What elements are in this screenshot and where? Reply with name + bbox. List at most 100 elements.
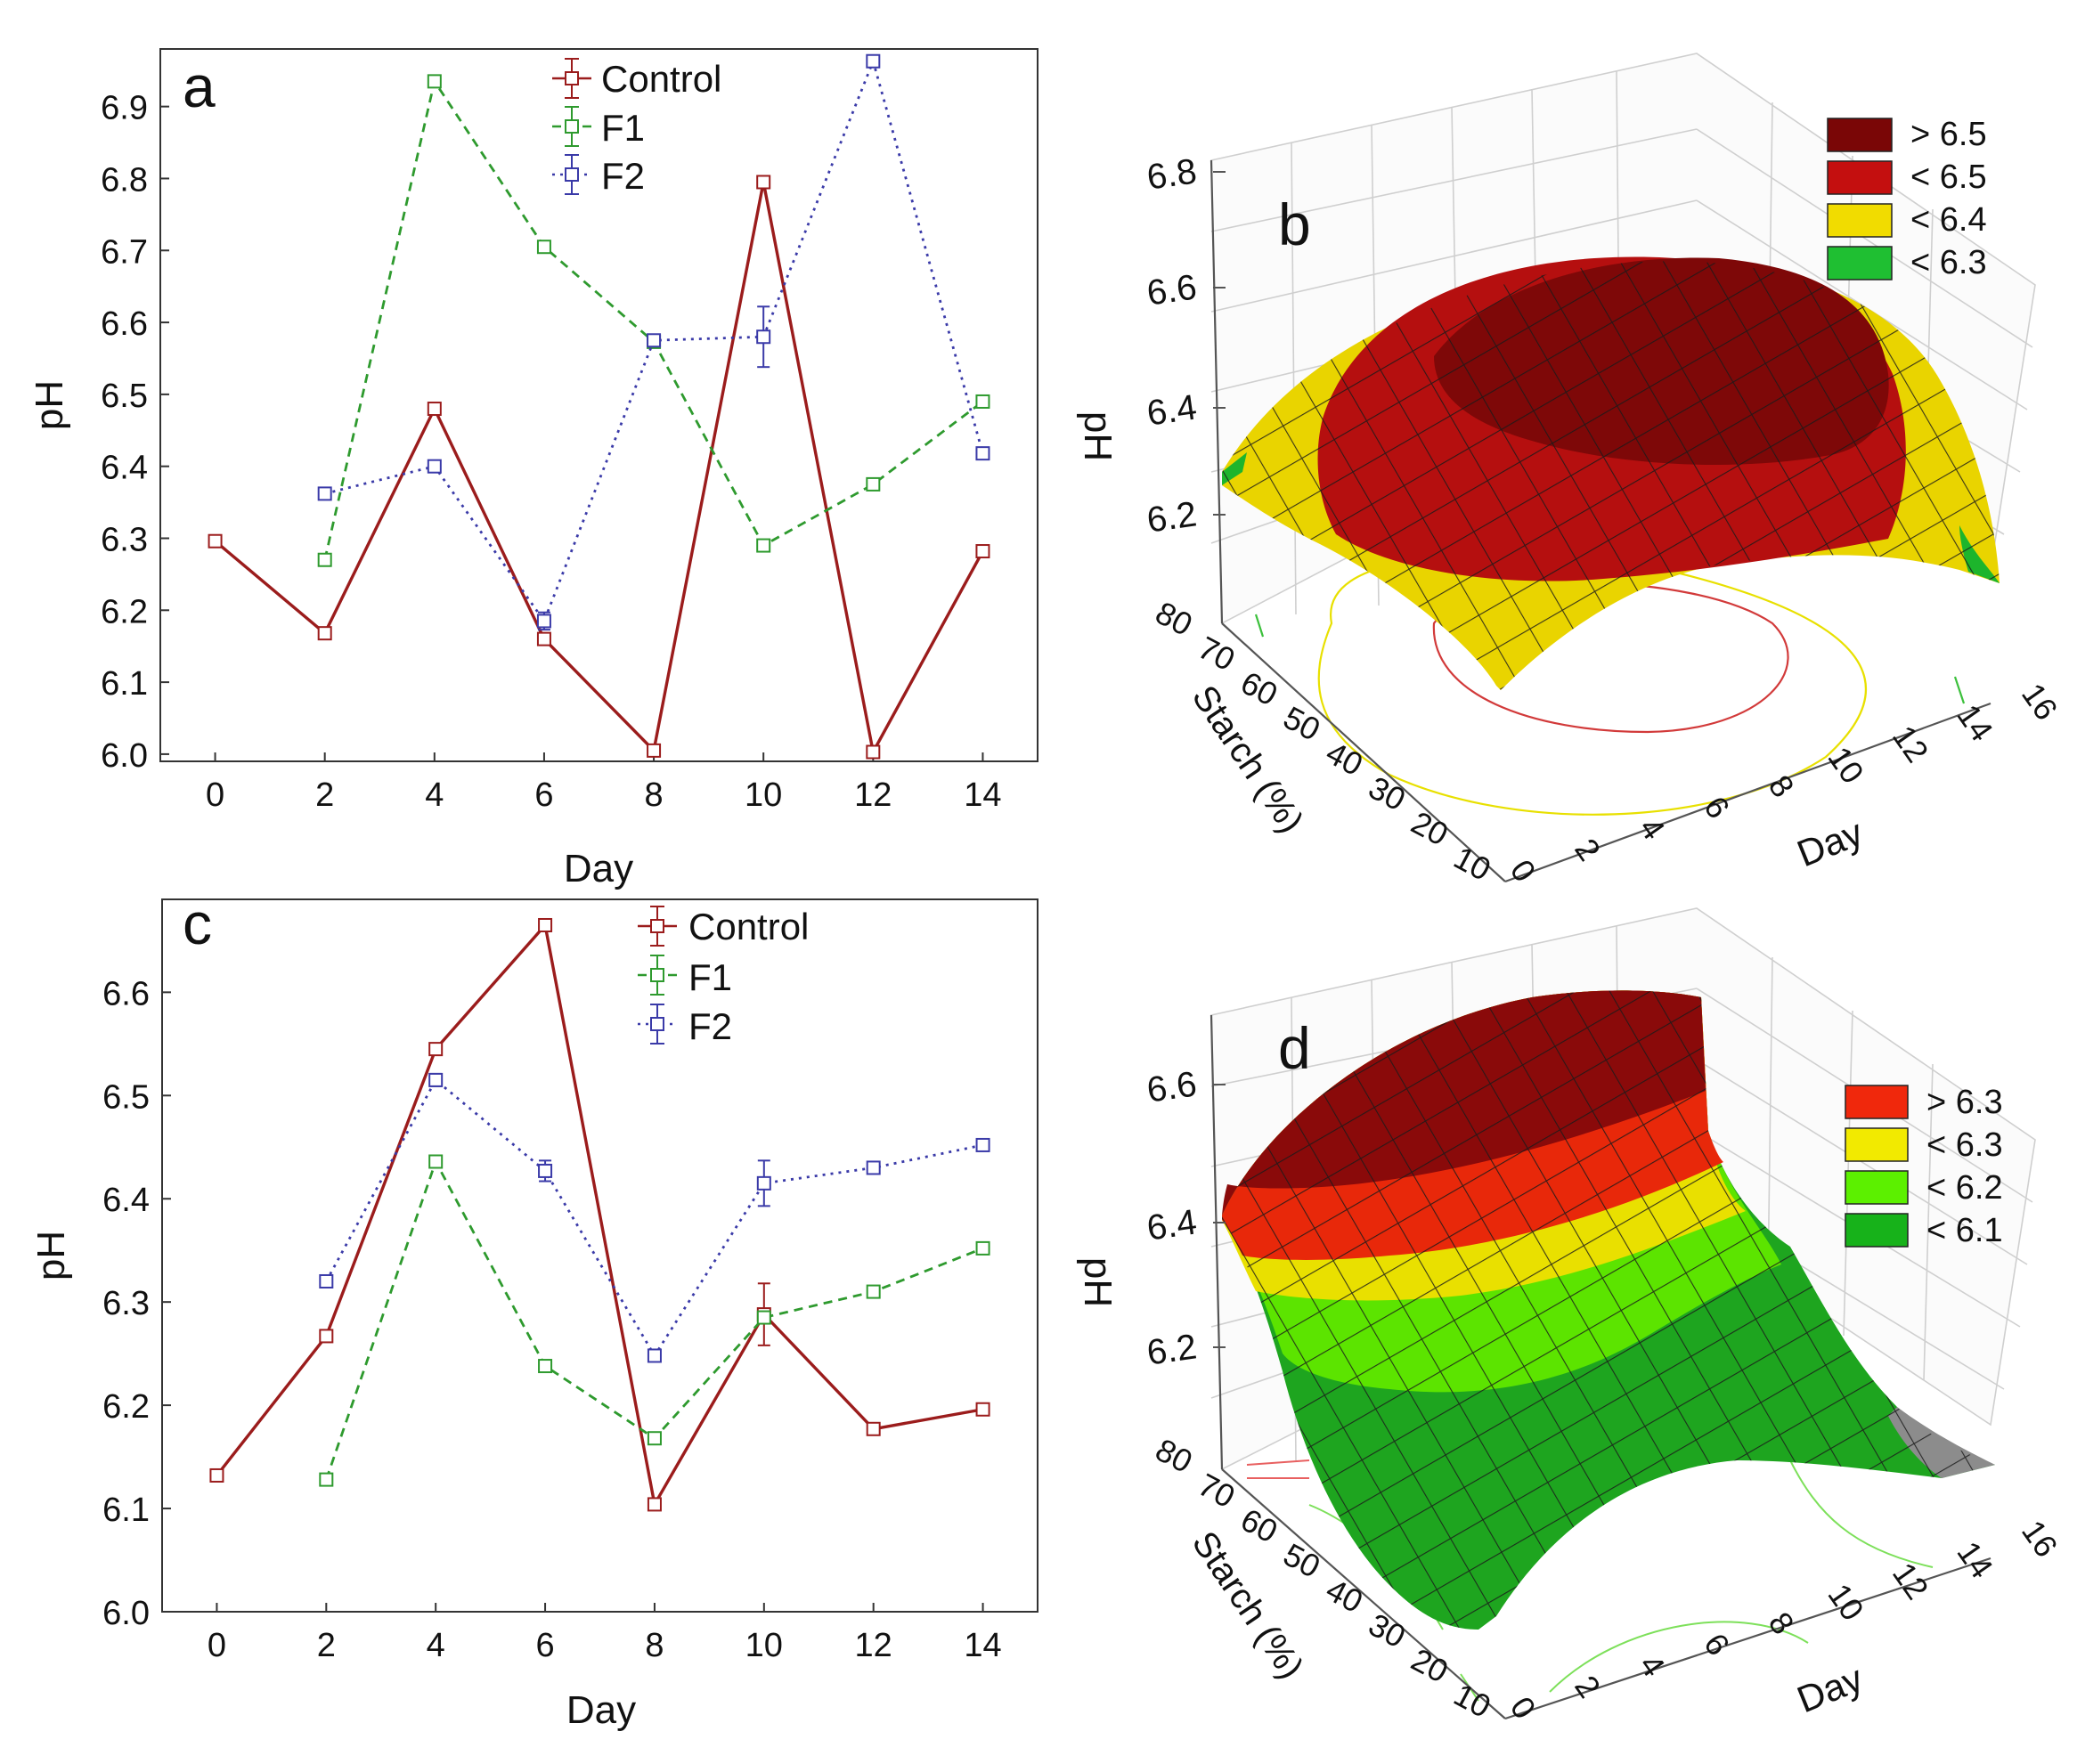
legend-label-lt-6-2: < 6.2 [1926,1169,2003,1207]
panel-c-frame [161,898,1038,1613]
data-point-f1 [536,240,551,255]
y-tick-label: 20 [1405,1641,1454,1690]
data-point-control [208,533,223,549]
y-tick-label: 6.3 [102,1285,150,1322]
legend-marker-f2 [565,167,579,182]
data-point-f2 [975,1137,990,1152]
x-tick-label: 16 [2015,1514,2065,1564]
z-tick-label: 6.8 [1144,151,1199,197]
y-tick-label: 6.7 [101,233,148,271]
x-tick-label: 2 [315,776,334,814]
panel-b-axes [1210,159,1991,883]
y-tick-label: 6.3 [101,521,148,558]
series-line-f1 [323,77,984,561]
z-tick-label: 6.2 [1144,1327,1199,1372]
x-tick-label: 6 [1697,1627,1737,1662]
y-tick-label: 6.6 [102,975,150,1012]
x-tick-label: 4 [1633,810,1673,846]
y-tick-label: 40 [1320,1571,1369,1620]
y-tick-label: 6.2 [102,1388,150,1426]
legend-swatch-lt-6-3 [1827,246,1893,280]
data-point-control [866,1421,881,1436]
data-point-f1 [427,74,442,89]
y-tick-label: 6.8 [101,161,148,199]
panel-b-zlabel: pH [1076,411,1120,461]
data-point-control [319,1329,334,1344]
panel-b-legend: > 6.5 < 6.5 < 6.4 < 6.3 [1827,116,1987,281]
data-point-f2 [536,614,551,629]
data-point-f1 [647,1431,662,1446]
z-tick-label: 6.4 [1144,1202,1199,1248]
panel-a: 6.0 6.1 6.2 6.3 6.4 6.5 6.6 6.7 6.8 6.9 0 2 4 6 8 10 12 1… [28,48,1038,890]
data-point-f2 [975,446,990,461]
x-tick-label: 6 [534,776,553,814]
data-point-f1 [866,1284,881,1299]
legend-marker-f2 [650,1017,664,1031]
data-point-f2 [427,459,442,474]
panel-b-xlabel: Day [1791,811,1869,875]
series-line-f2 [325,1077,983,1359]
panel-a-legend: Control F1 F2 [552,58,721,197]
panel-d-contour-lightgreen [1549,1459,1934,1693]
y-tick-label: 60 [1235,664,1284,713]
y-tick-label: 6.0 [102,1595,150,1632]
data-point-f2 [866,53,881,69]
data-point-control [209,1467,224,1483]
panel-d-contour-red [1246,1459,1310,1479]
panel-c-letter: c [183,890,212,956]
legend-label-control: Control [601,58,721,100]
y-tick-label: 6.5 [101,378,148,415]
data-point-control [756,175,771,190]
y-tick-label: 10 [1448,1676,1497,1725]
panel-d-axes [1210,1014,1991,1720]
data-point-f1 [319,1472,334,1487]
legend-label-f2: F2 [688,1005,732,1047]
data-point-control [538,917,553,932]
x-tick-label: 6 [535,1627,554,1664]
data-point-f2 [319,1273,334,1288]
data-point-f2 [647,333,662,348]
y-tick-label: 70 [1193,629,1242,678]
x-tick-label: 8 [644,776,663,814]
panel-c-xlabel: Day [566,1688,636,1732]
x-tick-label: 2 [317,1627,336,1664]
legend-label-gt-6-3: > 6.3 [1926,1084,2003,1121]
z-tick-label: 6.4 [1144,387,1199,433]
legend-swatch-gt-6-3 [1845,1085,1909,1119]
legend-swatch-lt-6-3 [1845,1127,1909,1162]
data-point-control [317,626,332,641]
data-point-f2 [866,1160,881,1175]
legend-label-gt-6-5: > 6.5 [1910,116,1987,153]
data-point-f2 [756,329,771,345]
panel-d-legend: > 6.3 < 6.3 < 6.2 < 6.1 [1845,1084,2003,1249]
x-tick-label: 0 [208,1627,226,1664]
panel-c: 6.0 6.1 6.2 6.3 6.4 6.5 6.6 0 2 4 6 8 10 12 14 c Day p… [29,890,1038,1732]
x-tick-label: 16 [2015,677,2065,727]
x-tick-label: 0 [1503,853,1543,889]
data-point-control [428,1042,444,1057]
legend-swatch-gt-6-5 [1827,118,1893,152]
panel-d-surface [1222,990,1995,1630]
panel-c-legend: Control F1 F2 [638,906,809,1047]
x-tick-label: 2 [1568,832,1608,867]
legend-swatch-lt-6-1 [1845,1213,1909,1248]
legend-label-control: Control [688,906,809,947]
panel-b-contour-green [1254,614,1966,704]
y-tick-label: 6.4 [101,450,148,487]
x-tick-label: 12 [855,1627,892,1664]
data-point-f1 [975,1240,990,1256]
x-tick-label: 0 [1503,1690,1543,1726]
y-tick-label: 6.0 [101,737,148,775]
legend-label-lt-6-3: < 6.3 [1910,244,1987,281]
x-tick-label: 4 [425,776,444,814]
data-point-control [866,744,881,760]
panel-d-letter: d [1278,1015,1311,1081]
x-tick-label: 8 [1762,768,1802,804]
x-tick-label: 6 [1697,790,1737,825]
data-point-f1 [756,538,771,553]
legend-label-lt-6-1: < 6.1 [1926,1212,2003,1249]
x-tick-label: 10 [1820,1577,1871,1627]
y-tick-label: 30 [1363,1605,1412,1654]
panel-a-xlabel: Day [564,847,633,890]
x-tick-label: 12 [854,776,892,814]
